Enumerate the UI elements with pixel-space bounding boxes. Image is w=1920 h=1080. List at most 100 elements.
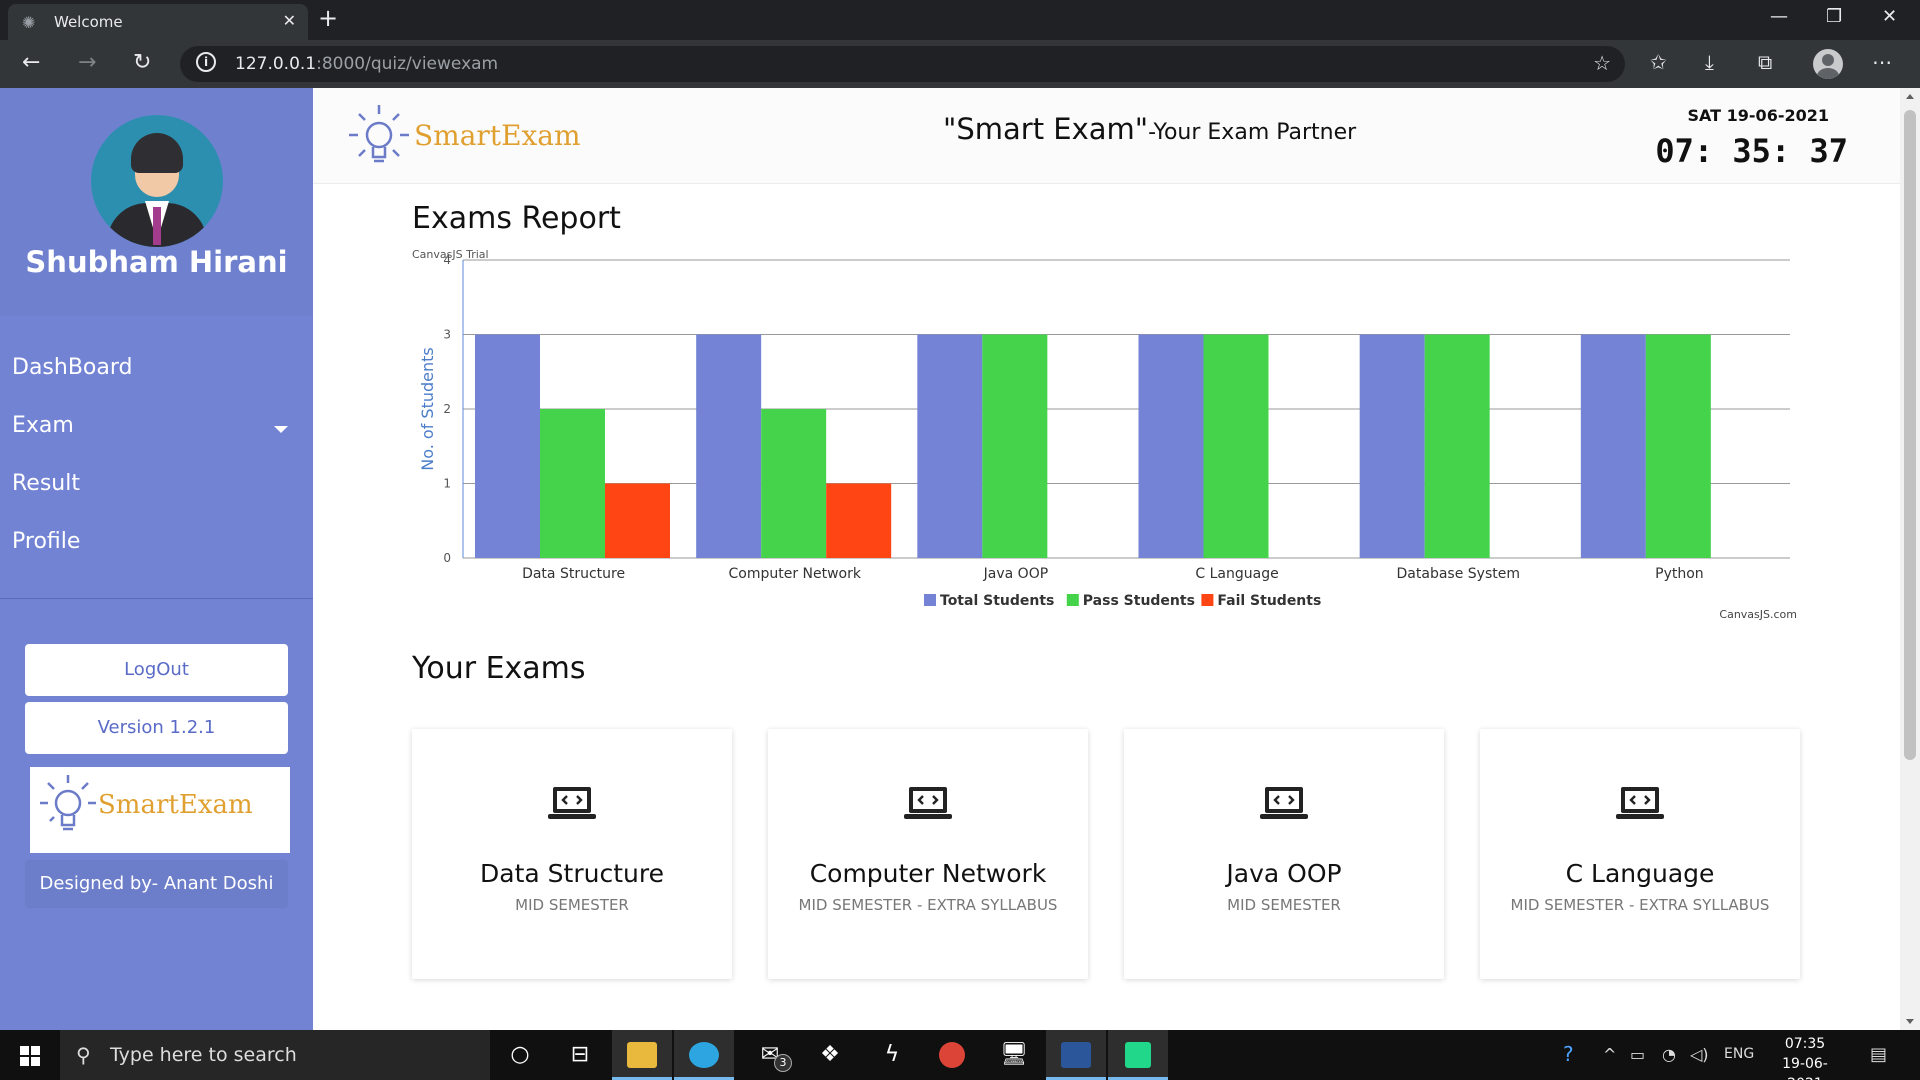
bar-pass-students — [1424, 334, 1490, 558]
report-title: Exams Report — [412, 201, 621, 236]
sidebar: Shubham Hirani DashBoard Exam Result Pro… — [0, 88, 313, 1030]
legend-swatch — [1201, 594, 1214, 606]
new-tab-icon[interactable]: + — [318, 4, 339, 32]
tagline-sub: -Your Exam Partner — [1148, 120, 1357, 145]
exam-card-subtitle: MID SEMESTER — [1227, 896, 1341, 914]
edge-browser-icon[interactable] — [674, 1030, 734, 1080]
nav-profile[interactable]: Profile — [12, 529, 81, 554]
clock-display: 07: 35: 37 — [1655, 132, 1848, 170]
chrome-icon[interactable] — [922, 1030, 982, 1080]
window-close-icon[interactable]: ✕ — [1882, 6, 1898, 27]
collections-icon[interactable]: ⧉ — [1758, 50, 1773, 74]
exam-card-subtitle: MID SEMESTER - EXTRA SYLLABUS — [1510, 896, 1770, 914]
legend-label: Total Students — [940, 593, 1054, 609]
file-explorer-icon[interactable] — [612, 1030, 672, 1080]
scroll-up-icon[interactable] — [1906, 94, 1914, 99]
exam-card[interactable]: Computer Network MID SEMESTER - EXTRA SY… — [768, 729, 1088, 979]
more-menu-icon[interactable]: ⋯ — [1872, 50, 1892, 74]
mail-icon[interactable]: ✉ 3 — [740, 1030, 800, 1080]
dropbox-icon[interactable]: ❖ — [820, 1042, 840, 1067]
x-tick-label: Data Structure — [522, 566, 625, 582]
bar-fail-students — [605, 483, 670, 558]
back-icon[interactable]: ← — [22, 50, 41, 75]
exam-card[interactable]: C Language MID SEMESTER - EXTRA SYLLABUS — [1480, 729, 1800, 979]
taskbar-date: 19-06-2021 — [1782, 1056, 1828, 1080]
nav-dashboard[interactable]: DashBoard — [12, 355, 133, 380]
url-text[interactable]: 127.0.0.1:8000/quiz/viewexam — [235, 54, 498, 74]
favorites-icon[interactable]: ✩ — [1650, 50, 1667, 74]
scroll-thumb[interactable] — [1904, 110, 1916, 760]
scroll-down-icon[interactable] — [1906, 1019, 1914, 1024]
designed-by: Designed by- Anant Doshi — [25, 860, 288, 908]
version-button[interactable]: Version 1.2.1 — [25, 702, 288, 754]
profile-icon[interactable] — [1813, 49, 1843, 79]
y-tick-label: 3 — [443, 328, 451, 342]
browser-tab[interactable]: ✺ Welcome ✕ — [8, 4, 308, 40]
task-view-icon[interactable]: ⊟ — [570, 1042, 590, 1067]
site-info-icon[interactable]: i — [196, 52, 216, 72]
nav-exam[interactable]: Exam — [12, 413, 74, 438]
exam-card-subtitle: MID SEMESTER - EXTRA SYLLABUS — [798, 896, 1058, 914]
logout-button[interactable]: LogOut — [25, 644, 288, 696]
bar-total-students — [1138, 334, 1204, 558]
remote-desktop-icon[interactable]: 🖥 — [1000, 1042, 1028, 1067]
url-host: 127.0.0.1 — [235, 54, 317, 74]
add-favorite-icon[interactable]: ☆ — [1593, 51, 1611, 75]
page-scrollbar[interactable] — [1900, 88, 1920, 1030]
legend-label: Pass Students — [1083, 593, 1195, 609]
bar-total-students — [475, 334, 540, 558]
your-exams-title: Your Exams — [412, 651, 586, 686]
search-icon: ⚲ — [76, 1043, 91, 1067]
bolt-app-icon[interactable]: ϟ — [884, 1042, 900, 1067]
downloads-icon[interactable]: ⤓ — [1705, 50, 1714, 74]
laptop-code-icon — [548, 787, 596, 819]
bar-pass-students — [540, 409, 605, 558]
exam-card[interactable]: Data Structure MID SEMESTER — [412, 729, 732, 979]
restore-icon[interactable]: ❐ — [1826, 6, 1843, 27]
sidebar-divider — [0, 598, 313, 599]
legend-swatch — [1066, 594, 1079, 606]
forward-icon[interactable]: → — [78, 50, 97, 75]
user-name: Shubham Hirani — [25, 245, 288, 279]
bar-pass-students — [1645, 334, 1711, 558]
exam-card-title: C Language — [1565, 859, 1715, 888]
bar-total-students — [1580, 334, 1646, 558]
laptop-code-icon — [1616, 787, 1664, 819]
nav-result[interactable]: Result — [12, 471, 80, 496]
tray-chevron-up-icon[interactable]: ^ — [1603, 1045, 1617, 1064]
battery-icon[interactable]: ▭ — [1630, 1045, 1646, 1064]
exam-card-subtitle: MID SEMESTER — [515, 896, 629, 914]
pycharm-icon[interactable] — [1108, 1030, 1168, 1080]
volume-icon[interactable]: ◁) — [1690, 1045, 1709, 1064]
taskbar-search[interactable]: ⚲ Type here to search — [60, 1030, 490, 1080]
notification-icon[interactable]: ▤ — [1870, 1044, 1888, 1065]
minimize-icon[interactable]: — — [1770, 6, 1788, 27]
help-icon[interactable]: ? — [1563, 1042, 1574, 1066]
word-icon[interactable] — [1046, 1030, 1106, 1080]
bar-total-students — [1359, 334, 1425, 558]
tab-close-icon[interactable]: ✕ — [282, 11, 296, 30]
taskbar-clock[interactable]: 07:35 19-06-2021 — [1765, 1034, 1845, 1080]
exam-card[interactable]: Java OOP MID SEMESTER — [1124, 729, 1444, 979]
canvasjs-trial-text: CanvasJS Trial — [412, 248, 489, 261]
legend-label: Fail Students — [1217, 593, 1321, 609]
y-tick-label: 4 — [443, 253, 451, 267]
caret-down-icon[interactable] — [274, 426, 288, 433]
url-path: :8000/quiz/viewexam — [316, 54, 499, 74]
address-bar[interactable]: i 127.0.0.1:8000/quiz/viewexam ☆ — [180, 46, 1625, 82]
tab-title: Welcome — [54, 13, 123, 31]
x-tick-label: C Language — [1195, 566, 1278, 582]
laptop-code-icon — [904, 787, 952, 819]
canvasjs-credit: CanvasJS.com — [1719, 608, 1797, 621]
language-indicator[interactable]: ENG — [1724, 1046, 1755, 1062]
x-tick-label: Python — [1655, 566, 1704, 582]
user-panel: Shubham Hirani — [0, 88, 313, 316]
brand-logo[interactable]: SmartExam — [341, 97, 601, 177]
sidebar-logo: SmartExam — [30, 767, 290, 853]
exam-card-title: Computer Network — [809, 859, 1047, 888]
wifi-icon[interactable]: ◔ — [1662, 1045, 1676, 1064]
cortana-icon[interactable]: ○ — [510, 1042, 530, 1067]
windows-start-icon[interactable] — [20, 1046, 40, 1066]
avatar — [91, 115, 223, 247]
reload-icon[interactable]: ↻ — [133, 50, 152, 75]
